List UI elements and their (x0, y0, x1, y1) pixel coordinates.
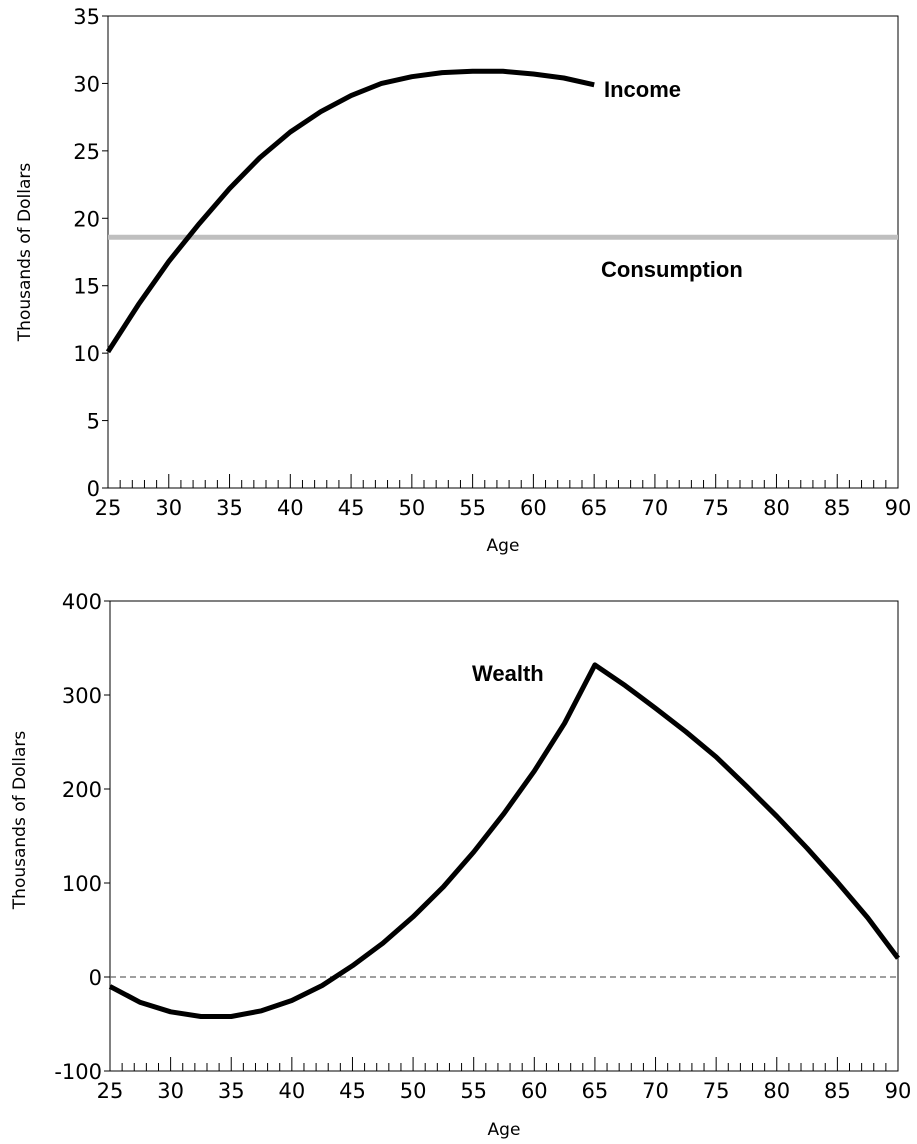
y-tick-label: 300 (62, 684, 102, 708)
x-tick-label: 40 (278, 1079, 305, 1103)
x-tick-label: 45 (338, 496, 365, 520)
x-tick-label: 75 (703, 1079, 730, 1103)
y-tick-label: -100 (54, 1060, 102, 1084)
y-axis-title: Thousands of Dollars (10, 731, 30, 911)
x-tick-label: 55 (459, 496, 486, 520)
x-tick-label: 85 (824, 496, 851, 520)
x-tick-label: 85 (824, 1079, 851, 1103)
x-tick-label: 55 (460, 1079, 487, 1103)
y-tick-label: 400 (62, 590, 102, 614)
y-tick-label: 10 (73, 342, 100, 366)
x-tick-label: 65 (581, 496, 608, 520)
x-tick-label: 70 (642, 1079, 669, 1103)
x-tick-label: 25 (95, 496, 122, 520)
y-tick-label: 5 (87, 410, 100, 434)
plot-frame (107, 15, 899, 489)
x-tick-label: 45 (339, 1079, 366, 1103)
y-tick-label: 20 (73, 207, 100, 231)
x-tick-label: 80 (763, 496, 790, 520)
x-tick-label: 35 (216, 496, 243, 520)
x-tick-label: 30 (155, 496, 182, 520)
x-tick-label: 60 (521, 1079, 548, 1103)
x-tick-label: 90 (885, 496, 912, 520)
y-tick-label: 0 (87, 477, 100, 501)
income-label: Income (604, 77, 681, 102)
x-tick-label: 60 (520, 496, 547, 520)
x-tick-label: 70 (642, 496, 669, 520)
consumption-label: Consumption (601, 257, 743, 282)
x-tick-label: 50 (398, 496, 425, 520)
x-axis-title: Age (488, 1120, 521, 1140)
x-tick-label: 50 (400, 1079, 427, 1103)
x-tick-label: 40 (277, 496, 304, 520)
x-tick-label: 90 (885, 1079, 912, 1103)
income-line (105, 68, 595, 354)
x-tick-label: 35 (218, 1079, 245, 1103)
y-tick-label: 100 (62, 872, 102, 896)
y-tick-label: 35 (73, 5, 100, 29)
x-tick-label: 65 (582, 1079, 609, 1103)
wealth-label: Wealth (472, 661, 544, 686)
y-tick-label: 200 (62, 778, 102, 802)
y-tick-label: 25 (73, 140, 100, 164)
wealth-line (108, 662, 901, 1019)
x-tick-label: 30 (157, 1079, 184, 1103)
wealth-chart: 25 30 35 40 45 50 55 60 65 70 75 80 85 90 -100 0 100 200 3… (10, 590, 911, 1140)
x-tick-label: 80 (763, 1079, 790, 1103)
y-tick-label: 0 (89, 966, 102, 990)
x-tick-label: 75 (702, 496, 729, 520)
income-consumption-chart: 25 30 35 40 45 50 55 60 65 70 75 80 85 90 0 5 10 15 20 25 30… (15, 5, 911, 556)
x-tick-label: 25 (97, 1079, 124, 1103)
x-axis-title: Age (487, 536, 520, 556)
y-tick-label: 30 (73, 72, 100, 96)
y-tick-label: 15 (73, 275, 100, 299)
y-axis-title: Thousands of Dollars (15, 163, 35, 343)
plot-frame (109, 600, 899, 1072)
